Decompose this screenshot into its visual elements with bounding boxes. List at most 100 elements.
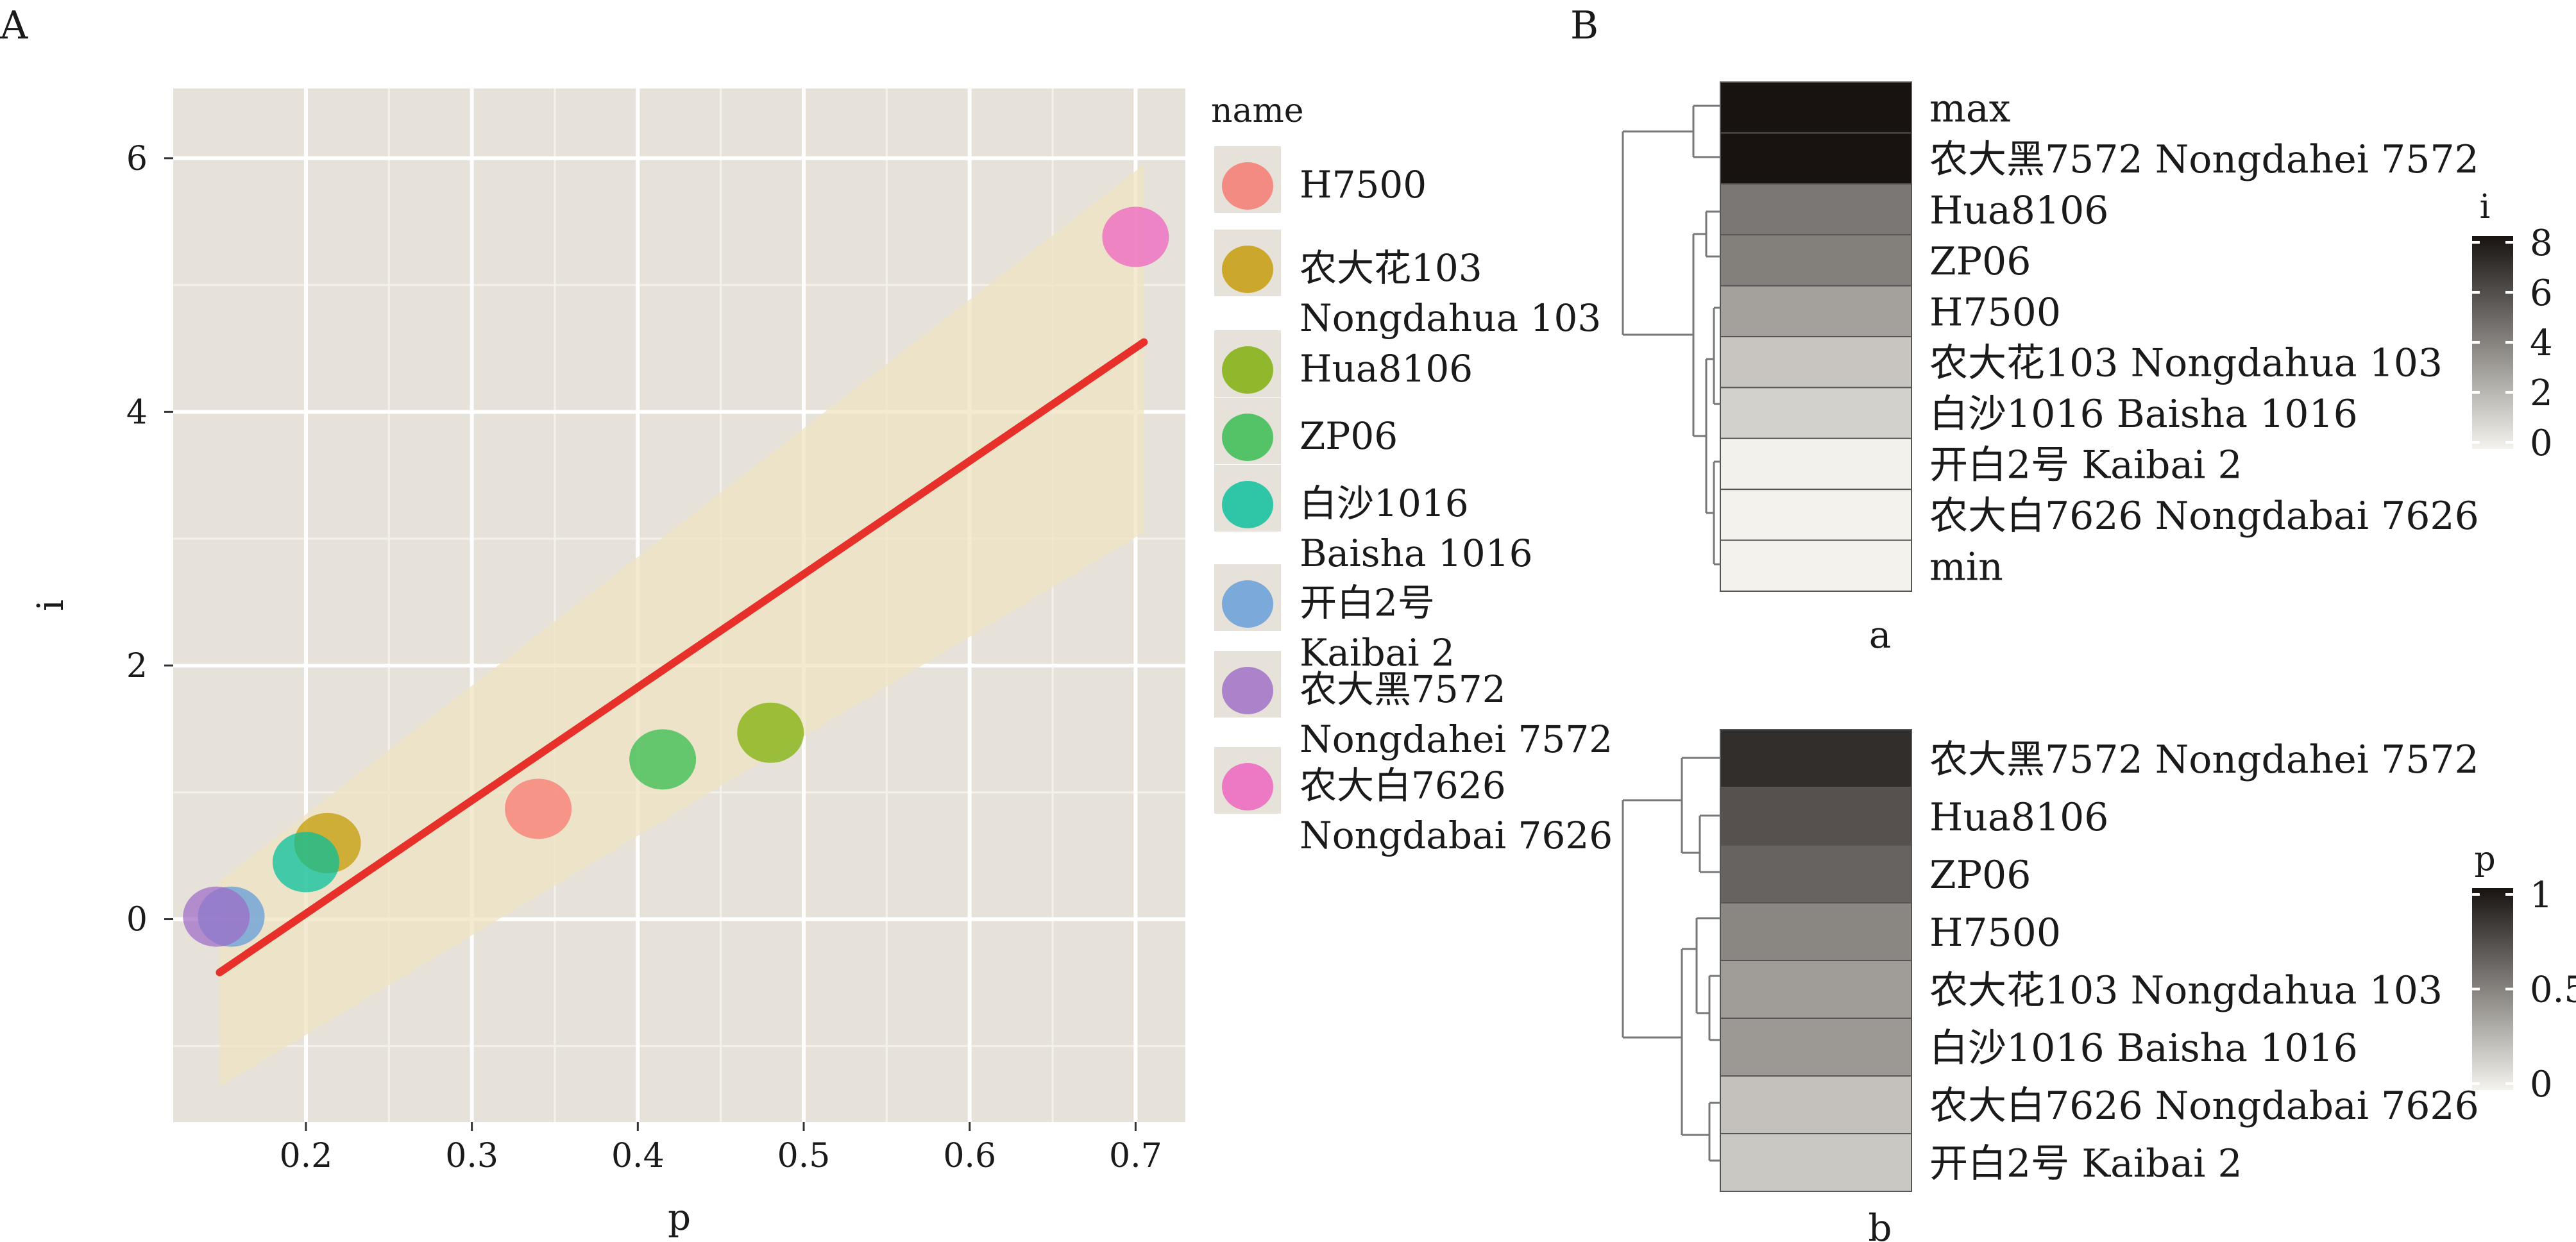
legend-entry-zp06: ZP06	[1214, 398, 1398, 464]
scale-tick-label: 6	[2530, 273, 2553, 314]
legend-label: 农大花103	[1300, 246, 1482, 290]
scale-tick-label: 4	[2530, 323, 2553, 364]
row-label-max: max	[1929, 87, 2011, 131]
x-tick-label: 0.5	[777, 1137, 831, 1175]
legend-key	[1222, 667, 1273, 714]
row-label-7626-nongdabai-7626: 农大白7626 Nongdabai 7626	[1929, 494, 2479, 539]
heat-cell-hua8106	[1720, 787, 1912, 846]
heat-cell-103-nongdahua-103	[1720, 336, 1912, 389]
panel-caption: a	[1869, 613, 1892, 657]
row-label-2-kaibai-2: 开白2号 Kaibai 2	[1929, 443, 2242, 488]
legend-entry-nongdahua-103: 农大花103 Nongdahua 103	[1214, 230, 1601, 340]
row-label-103-nongdahua-103: 农大花103 Nongdahua 103	[1929, 968, 2443, 1013]
scale-tick-label: 0	[2530, 423, 2553, 464]
legend-entry-nongdabai-7626: 农大白7626 Nongdabai 7626	[1214, 747, 1613, 857]
heatmap-b: 农大黑7572 Nongdahei 7572 Hua8106 ZP06 H7500 农大…	[1622, 729, 2576, 1242]
legend-entry-baisha-1016: 白沙1016 Baisha 1016	[1214, 465, 1533, 575]
legend-entry-h7500: H7500	[1214, 146, 1427, 213]
legend-label: H7500	[1300, 163, 1427, 206]
legend-label: Baisha 1016	[1300, 532, 1533, 575]
legend-entry-nongdahei-7572: 农大黑7572 Nongdahei 7572	[1214, 651, 1613, 761]
row-label-hua8106: Hua8106	[1929, 795, 2108, 840]
heat-cell-hua8106	[1720, 183, 1912, 236]
legend-key	[1222, 763, 1273, 810]
row-label-7626-nongdabai-7626: 农大白7626 Nongdabai 7626	[1929, 1084, 2479, 1129]
legend-entry-kaibai-2: 开白2号 Kaibai 2	[1214, 564, 1455, 675]
row-label-7572-nongdahei-7572: 农大黑7572 Nongdahei 7572	[1929, 737, 2479, 782]
legend-label: ZP06	[1300, 414, 1398, 458]
legend-key	[1222, 246, 1273, 293]
x-tick-label: 0.2	[280, 1137, 333, 1175]
row-label-h7500: H7500	[1929, 911, 2061, 955]
x-tick-label: 0.4	[611, 1137, 665, 1175]
scale-tick-label: 1	[2530, 875, 2553, 916]
regression-line	[216, 338, 1148, 977]
heat-cell-h7500	[1720, 902, 1912, 961]
data-point-7572-nongdahei-7572	[183, 886, 250, 947]
legend-label: 白沙1016	[1300, 482, 1469, 525]
heat-cell-h7500	[1720, 285, 1912, 338]
scale-tick-label: 0	[2530, 1064, 2553, 1105]
confidence-band	[219, 164, 1144, 1087]
heat-cell-2-kaibai-2	[1720, 1133, 1912, 1192]
legend-label: Nongdahei 7572	[1300, 718, 1613, 761]
data-point-7626-nongdabai-7626	[1102, 206, 1169, 267]
panel-caption: b	[1868, 1206, 1892, 1242]
panel-label-a: A	[0, 3, 28, 48]
heat-cell-7626-nongdabai-7626	[1720, 489, 1912, 541]
y-tick-label: 0	[126, 901, 148, 939]
legend-label: 开白2号	[1300, 581, 1435, 625]
data-point-1016-baisha-1016	[272, 832, 339, 893]
legend-key	[1222, 162, 1273, 210]
heatmap-a: max 农大黑7572 Nongdahei 7572 Hua8106 ZP06 H750…	[1622, 81, 2553, 657]
legend-key	[1222, 414, 1273, 461]
x-tick-label: 0.7	[1109, 1137, 1162, 1175]
legend-label: Hua8106	[1300, 347, 1473, 390]
scatter-plot: 0.2 0.3 0.4 0.5 0.6 0.7 0 2 4 6 p i	[30, 88, 1185, 1239]
y-axis-label: i	[30, 600, 72, 611]
legend-label: Nongdabai 7626	[1300, 814, 1613, 857]
scale-tick-label: 2	[2530, 373, 2553, 414]
heat-cell-min	[1720, 539, 1912, 592]
x-tick-label: 0.6	[943, 1137, 996, 1175]
legend-entry-hua8106: Hua8106	[1214, 330, 1473, 397]
scale-title: i	[2480, 188, 2491, 226]
row-label-zp06: ZP06	[1929, 853, 2031, 898]
legend-label: 农大白7626	[1300, 764, 1506, 807]
heat-cell-max	[1720, 81, 1912, 134]
x-tick-label: 0.3	[445, 1137, 498, 1175]
row-label-zp06: ZP06	[1929, 239, 2031, 284]
scale-title: p	[2474, 840, 2495, 878]
scale-tick-label: 0.5	[2530, 969, 2576, 1011]
heat-cell-7572-nongdahei-7572	[1720, 132, 1912, 185]
row-label-7572-nongdahei-7572: 农大黑7572 Nongdahei 7572	[1929, 137, 2479, 182]
y-tick-label: 4	[126, 393, 148, 432]
heat-cell-2-kaibai-2	[1720, 437, 1912, 491]
heat-cell-zp06	[1720, 844, 1912, 903]
y-tick-label: 6	[126, 140, 148, 178]
legend-label: Nongdahua 103	[1300, 296, 1601, 340]
legend-title: name	[1211, 92, 1304, 130]
data-point-h7500	[505, 778, 572, 839]
legend-key	[1222, 580, 1273, 628]
legend-label: 农大黑7572	[1300, 667, 1506, 711]
row-label-1016-baisha-1016: 白沙1016 Baisha 1016	[1929, 392, 2358, 437]
row-label-1016-baisha-1016: 白沙1016 Baisha 1016	[1929, 1026, 2358, 1071]
data-point-hua8106	[737, 702, 804, 763]
scatter-legend: name H7500 农大花103 Nongdahua 103 Hua8106 ZP06 白…	[1211, 92, 1613, 857]
row-label-min: min	[1929, 544, 2003, 589]
legend-key	[1222, 481, 1273, 528]
y-tick-label: 2	[126, 647, 148, 685]
x-axis-label: p	[668, 1197, 691, 1239]
panel-label-b: B	[1570, 3, 1598, 48]
row-label-2-kaibai-2: 开白2号 Kaibai 2	[1929, 1141, 2242, 1186]
data-point-zp06	[629, 729, 697, 790]
row-label-h7500: H7500	[1929, 290, 2061, 335]
heat-cell-7572-nongdahei-7572	[1720, 729, 1912, 788]
legend-key	[1222, 346, 1273, 394]
row-label-103-nongdahua-103: 农大花103 Nongdahua 103	[1929, 341, 2443, 386]
scale-tick-label: 8	[2530, 222, 2553, 264]
heat-cell-zp06	[1720, 234, 1912, 287]
heat-cell-7626-nongdabai-7626	[1720, 1075, 1912, 1134]
